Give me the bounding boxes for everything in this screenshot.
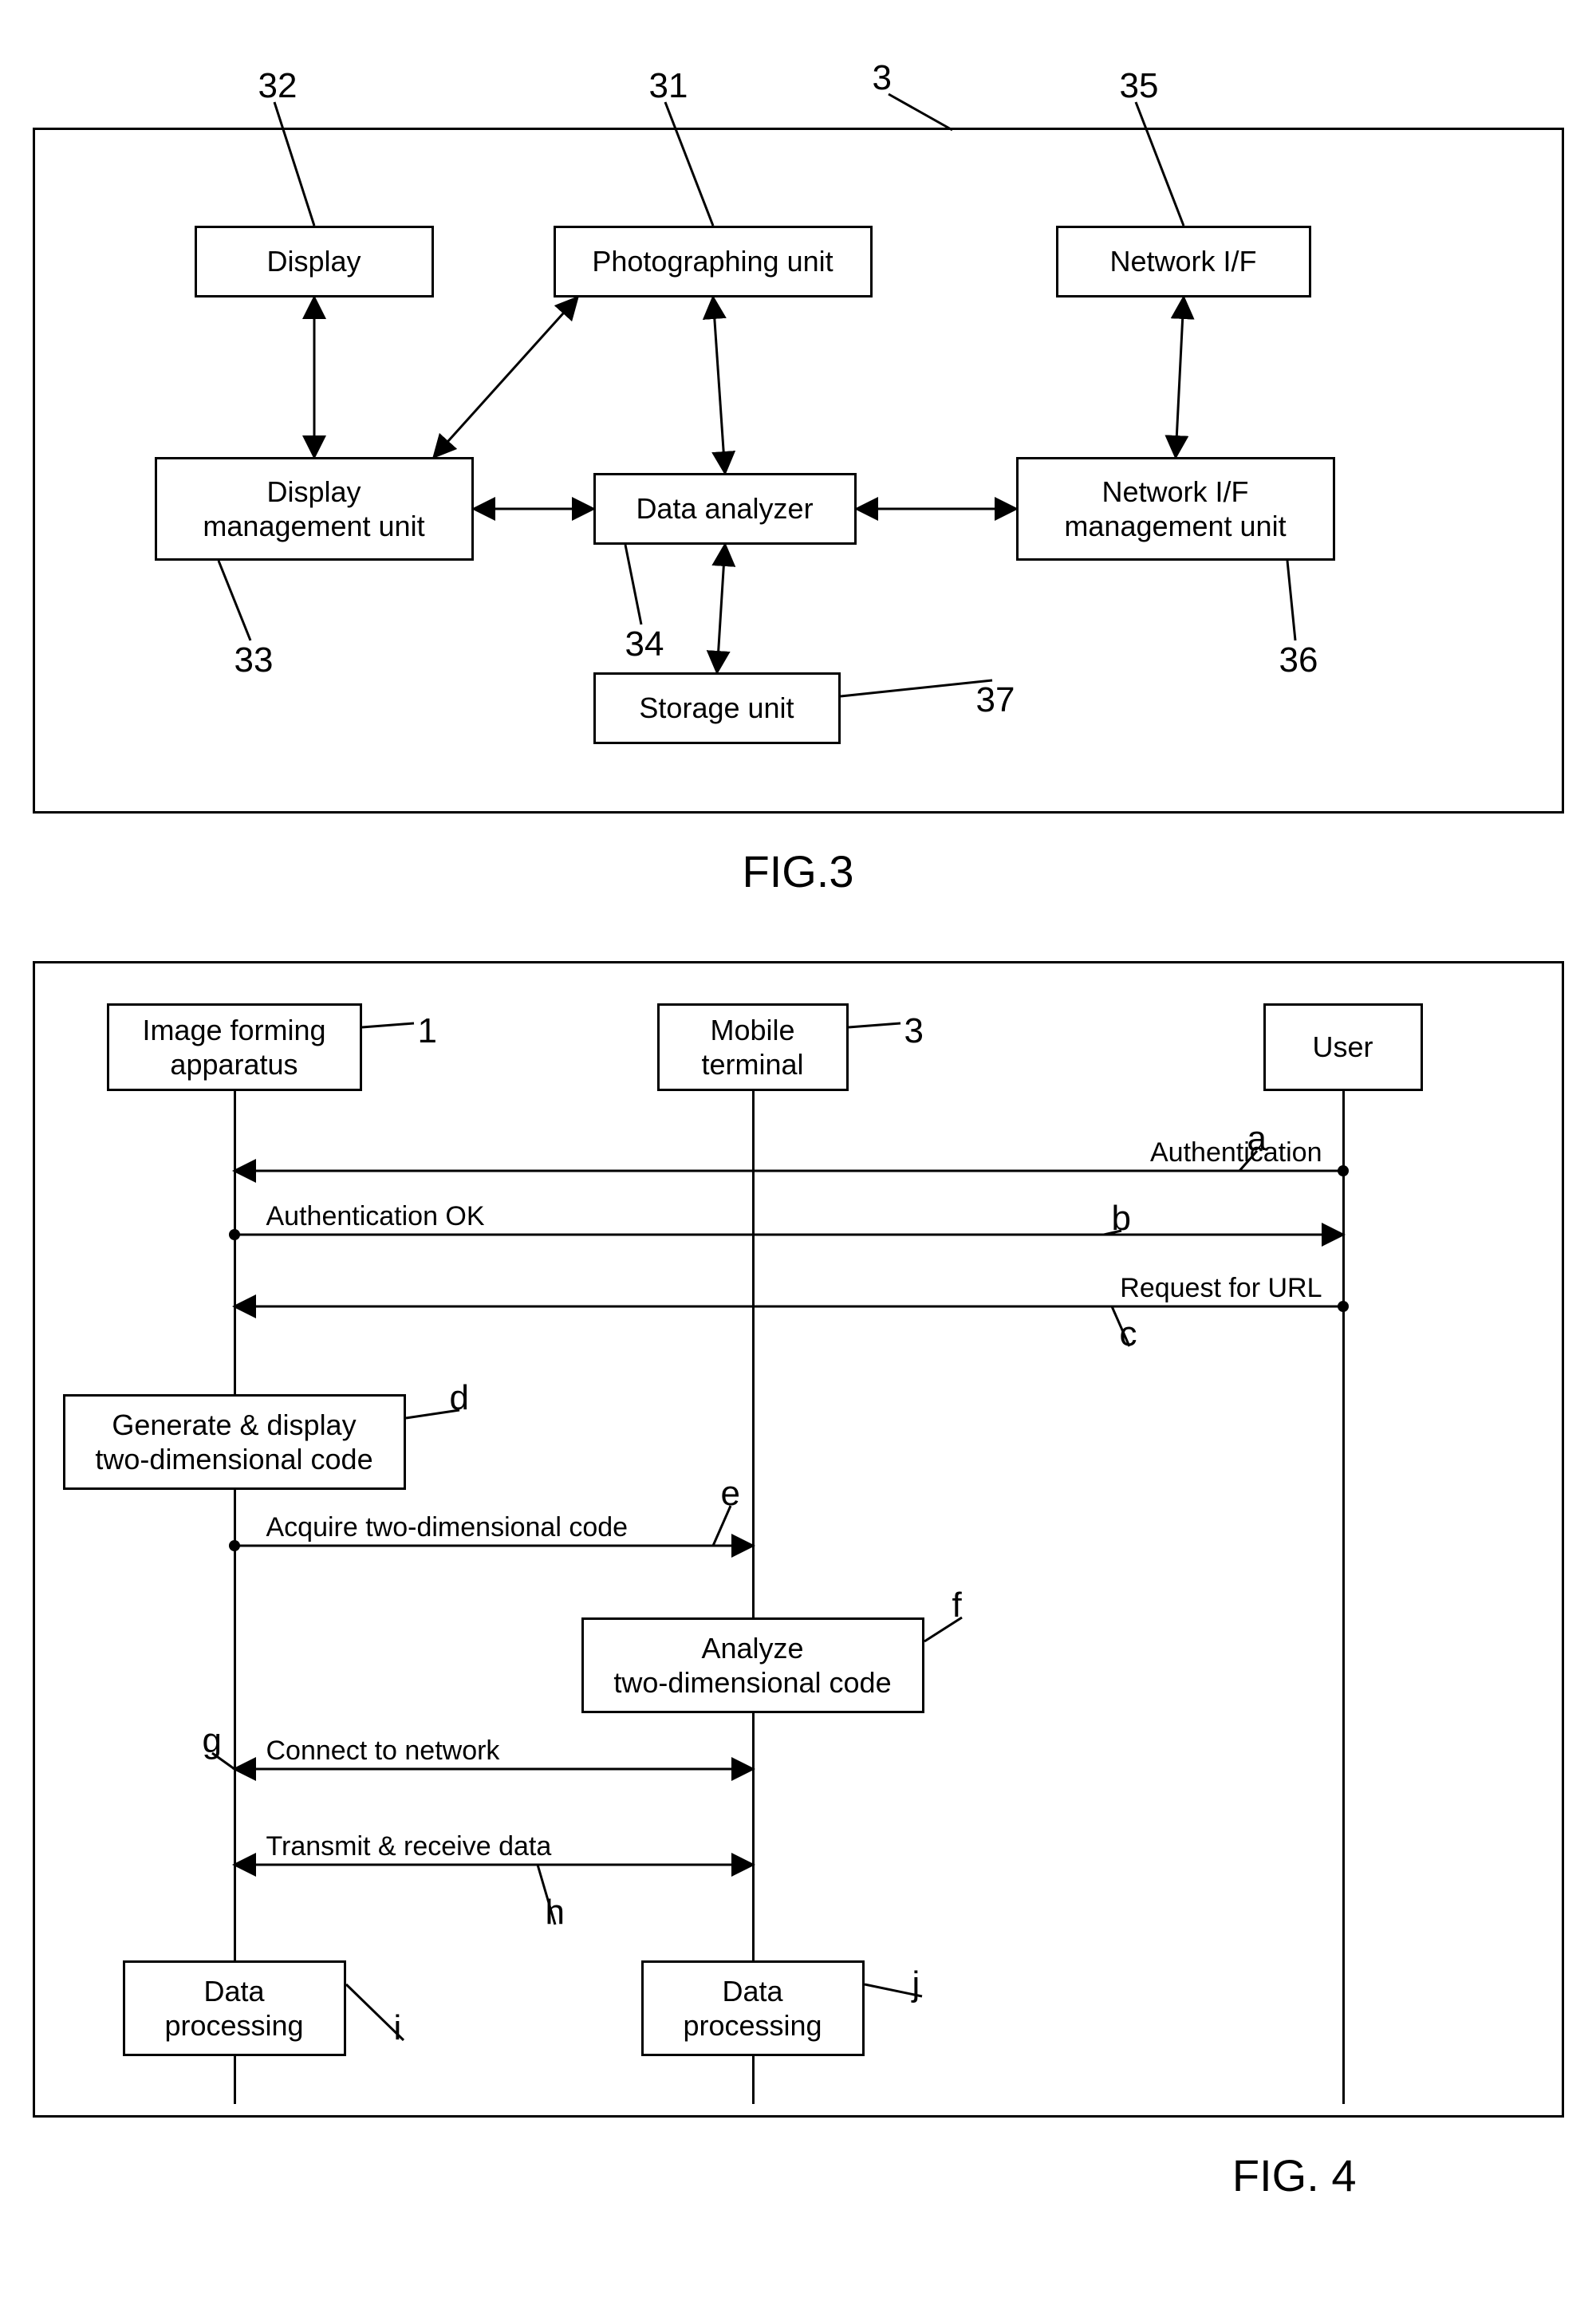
ref-label: 37 [976, 680, 1015, 720]
lifeline-mobile [752, 1091, 755, 2104]
step-label-b: b [1112, 1199, 1131, 1239]
message-g: Connect to network [266, 1736, 500, 1767]
step-label-d: d [450, 1378, 469, 1418]
ref-label: 32 [258, 66, 298, 106]
message-c: Request for URL [1120, 1273, 1322, 1304]
ref-label: 33 [234, 640, 274, 680]
fig3-node-netif: Network I/F [1056, 226, 1311, 297]
step-label-c: c [1120, 1314, 1137, 1354]
fig4-container: Image formingapparatus 1 Mobileterminal 3 Us… [33, 961, 1564, 2118]
step-label-h: h [546, 1893, 565, 1933]
actor-mobile: Mobileterminal [657, 1003, 849, 1091]
fig3-caption: FIG.3 [33, 845, 1564, 897]
process-j: Dataprocessing [641, 1960, 865, 2056]
fig3-container: Display Photographing unit Network I/F Disp… [33, 128, 1564, 814]
step-label-i: i [394, 2008, 402, 2048]
fig3-node-storage: Storage unit [593, 672, 841, 744]
step-label-f: f [952, 1586, 962, 1625]
step-label-j: j [912, 1964, 920, 2004]
ref-label: 31 [649, 66, 688, 106]
process-i: Dataprocessing [123, 1960, 346, 2056]
message-e: Acquire two-dimensional code [266, 1512, 629, 1543]
ref-label: 3 [873, 58, 892, 98]
step-label-a: a [1247, 1119, 1267, 1159]
fig3-node-display: Display [195, 226, 434, 297]
lifeline-ifa [234, 1091, 236, 2104]
lifeline-user [1342, 1091, 1345, 2104]
message-h: Transmit & receive data [266, 1831, 552, 1862]
fig3-node-netif_mgmt: Network I/Fmanagement unit [1016, 457, 1335, 561]
actor-ref: 3 [904, 1011, 924, 1051]
message-b: Authentication OK [266, 1201, 485, 1232]
ref-label: 35 [1120, 66, 1159, 106]
process-d: Generate & displaytwo-dimensional code [63, 1394, 406, 1490]
ref-label: 36 [1279, 640, 1318, 680]
actor-user: User [1263, 1003, 1423, 1091]
actor-ifa: Image formingapparatus [107, 1003, 362, 1091]
fig3-node-analyzer: Data analyzer [593, 473, 857, 545]
ref-label: 34 [625, 624, 664, 664]
step-label-e: e [721, 1474, 740, 1514]
process-f: Analyzetwo-dimensional code [581, 1617, 924, 1713]
step-label-g: g [203, 1721, 222, 1761]
fig3-node-disp_mgmt: Displaymanagement unit [155, 457, 474, 561]
fig4-caption: FIG. 4 [33, 2149, 1564, 2201]
message-a: Authentication [1150, 1137, 1322, 1168]
actor-ref: 1 [418, 1011, 437, 1051]
fig3-node-photo: Photographing unit [554, 226, 873, 297]
